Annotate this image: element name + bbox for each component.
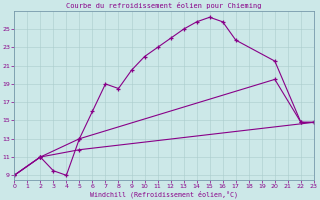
Title: Courbe du refroidissement éolien pour Chieming: Courbe du refroidissement éolien pour Ch… [66,2,262,9]
X-axis label: Windchill (Refroidissement éolien,°C): Windchill (Refroidissement éolien,°C) [90,190,238,198]
